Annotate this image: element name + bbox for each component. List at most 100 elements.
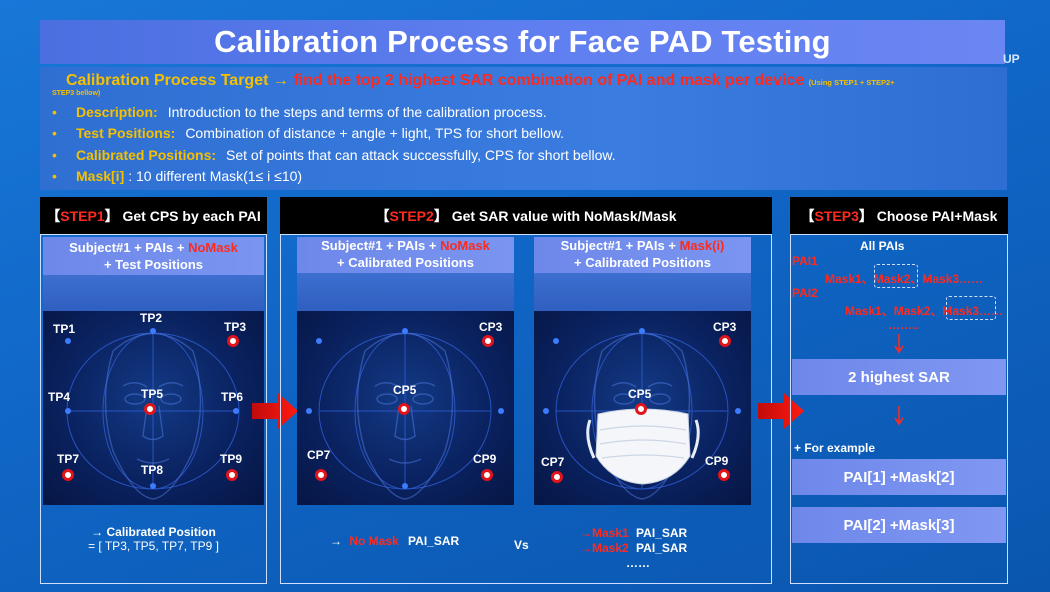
step1-result: → Calibrated Position = [ TP3, TP5, TP7,…: [43, 525, 264, 553]
vs-label: Vs: [514, 538, 529, 552]
cp5-label: CP5: [628, 387, 652, 401]
bracket-left: 【: [800, 207, 815, 224]
cp9-marker: [481, 469, 493, 481]
cp3-label: CP3: [479, 320, 503, 334]
example-1-label: PAI[1] +Mask[2]: [843, 468, 955, 486]
right-arrow-icon: [252, 393, 298, 429]
ellipsis-label: ……..: [888, 318, 919, 332]
step2-tag: STEP2: [389, 207, 434, 224]
highest-sar-box: 2 highest SAR: [792, 359, 1006, 395]
mask1-row: →Mask1 PAI_SAR: [580, 526, 687, 541]
tp5-marker: [144, 403, 156, 415]
step1-header: 【STEP1】 Get CPS by each PAI: [40, 197, 267, 234]
grid-dot: [543, 408, 549, 414]
bullet-test-positions: • Test Positions: Combination of distanc…: [52, 125, 564, 141]
example-label: + For example: [794, 441, 876, 455]
grid-dot: [150, 328, 156, 334]
tp3-label: TP3: [224, 320, 247, 334]
target-red-text: find the top 2 highest SAR combination o…: [293, 72, 805, 89]
down-arrow-icon: [894, 334, 904, 354]
step1-title: Get CPS by each PAI: [122, 207, 261, 224]
bullet-dot: •: [52, 147, 57, 163]
pai2-label: PAI2: [792, 286, 818, 300]
cp9-label: CP9: [705, 454, 729, 468]
subheader-text: Subject#1 + PAIs +: [321, 238, 441, 253]
mask3-highlight: [946, 296, 996, 320]
mask2-label: →Mask2: [580, 541, 629, 555]
mask2-highlight: [874, 264, 918, 288]
mask-item-selected: Mask3: [942, 304, 980, 318]
bullet-description: • Description: Introduction to the steps…: [52, 104, 547, 120]
bullet-calibrated-positions: • Calibrated Positions: Set of points th…: [52, 147, 616, 163]
pai2-masks: Mask1、Mask2、Mask3……: [845, 302, 1003, 319]
ellipsis-row: ……: [626, 556, 650, 570]
mask2-row: →Mask2 PAI_SAR: [580, 541, 687, 556]
bracket-left: 【: [375, 207, 390, 224]
pai-sar-label: PAI_SAR: [636, 526, 688, 540]
page-title: Calibration Process for Face PAD Testing: [214, 24, 831, 59]
mask-item: ……: [979, 304, 1004, 318]
grid-dot: [402, 483, 408, 489]
bullet-value: Introduction to the steps and terms of t…: [167, 104, 547, 120]
bracket-right: 】: [858, 207, 873, 224]
pai-sar-label: PAI_SAR: [408, 534, 460, 548]
bullet-key: Calibrated Positions:: [76, 147, 217, 163]
mask-item: Mask1、Mask2、: [845, 304, 943, 318]
example-1-box: PAI[1] +Mask[2]: [792, 459, 1006, 495]
step3-title: Choose PAI+Mask: [876, 207, 998, 224]
cp3-label: CP3: [713, 320, 737, 334]
title-bar: Calibration Process for Face PAD Testing: [40, 20, 1005, 64]
target-prefix: Calibration Process Target →: [66, 72, 289, 89]
tp5-label: TP5: [141, 387, 164, 401]
bullet-mask: • Mask[i] : 10 different Mask(1≤ i ≤10): [52, 168, 302, 184]
tp8-label: TP8: [141, 463, 164, 477]
example-2-label: PAI[2] +Mask[3]: [843, 516, 955, 534]
grid-dot: [553, 338, 559, 344]
subheader-text-2: + Calibrated Positions: [574, 255, 711, 270]
mask-item-selected: Mask2: [873, 272, 911, 286]
bracket-left: 【: [46, 207, 61, 224]
no-mask-label: No Mask: [349, 534, 399, 548]
cp5-label: CP5: [393, 383, 417, 397]
example-2-box: PAI[2] +Mask[3]: [792, 507, 1006, 543]
cp7-label: CP7: [541, 455, 565, 469]
grid-dot: [639, 328, 645, 334]
subheader-text: Subject#1 + PAIs +: [560, 238, 680, 253]
face-mask-icon: [586, 408, 700, 485]
tp2-label: TP2: [140, 311, 163, 325]
step3-tag: STEP3: [814, 207, 859, 224]
step2-right-shade: [534, 273, 751, 311]
tp4-label: TP4: [48, 390, 71, 404]
grid-dot: [65, 338, 71, 344]
target-line: Calibration Process Target → find the to…: [66, 72, 895, 90]
cp9-marker: [718, 469, 730, 481]
bracket-right: 】: [433, 207, 448, 224]
side-label: UP: [1003, 52, 1020, 66]
intro-panel: Calibration Process Target → find the to…: [40, 67, 1007, 190]
step3-frame: [790, 234, 1008, 584]
step3-header: 【STEP3】 Choose PAI+Mask: [790, 197, 1008, 234]
bullet-dot: •: [52, 104, 57, 120]
step1-result-line1: → Calibrated Position: [91, 525, 216, 539]
all-pais-label: All PAIs: [860, 239, 905, 253]
target-small-note: (Using STEP1 + STEP2+: [808, 78, 895, 87]
bullet-value: Set of points that can attack successful…: [226, 147, 616, 163]
grid-dot: [150, 483, 156, 489]
bracket-right: 】: [104, 207, 119, 224]
step2-left-face-panel: CP3 CP5 CP7 CP9: [297, 311, 514, 505]
step2-left-shade: [297, 273, 514, 311]
grid-dot: [316, 338, 322, 344]
subheader-text-2: + Test Positions: [103, 257, 204, 272]
subheader-red: NoMask: [440, 238, 490, 253]
step2-right-face-panel: CP3 CP5 CP7 CP9: [534, 311, 751, 505]
step2-header: 【STEP2】 Get SAR value with NoMask/Mask: [280, 197, 772, 234]
grid-dot: [735, 408, 741, 414]
tp9-marker: [226, 469, 238, 481]
pai-sar-label: PAI_SAR: [636, 541, 688, 555]
cp3-marker: [719, 335, 731, 347]
step1-result-line2: = [ TP3, TP5, TP7, TP9 ]: [88, 539, 219, 553]
cp7-marker: [551, 471, 563, 483]
mask-item: Mask1、: [825, 272, 874, 286]
cp9-label: CP9: [473, 452, 497, 466]
grid-dot: [498, 408, 504, 414]
